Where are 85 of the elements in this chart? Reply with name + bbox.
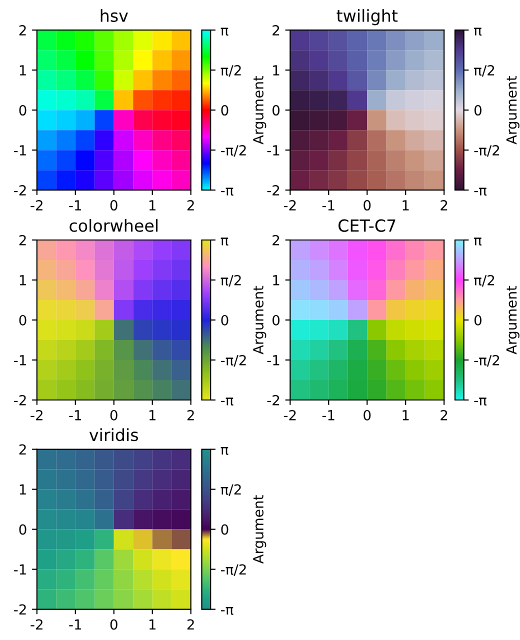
y-tick-label: 2 <box>19 234 26 246</box>
color-bar-label: π/2 <box>474 274 494 287</box>
x-tick-label: -1 <box>69 200 82 210</box>
color-bar-label: 0 <box>221 314 228 326</box>
color-bar-label: π/2 <box>474 65 494 77</box>
color-bar-label: 0 <box>221 105 228 116</box>
y-tick-label: -1 <box>14 355 26 366</box>
x-tick-label: 2 <box>187 619 194 630</box>
x-tick-label: -2 <box>30 619 42 630</box>
y-tick-label: 1 <box>273 65 280 76</box>
color-bar-label: -π <box>221 606 234 615</box>
color-bar-title: Argument <box>253 76 266 144</box>
color-bar-label: -π/2 <box>221 354 246 367</box>
color-bar-label: 0 <box>474 314 482 326</box>
y-tick-label: 1 <box>20 484 26 495</box>
y-tick-label: 1 <box>20 65 26 76</box>
color-bar-label: π <box>220 28 228 36</box>
color-bar-label: π <box>474 28 482 36</box>
x-tick-label: 2 <box>440 200 448 210</box>
x-tick-label: -1 <box>322 410 334 420</box>
y-tick-label: 0 <box>272 105 280 116</box>
y-tick-label: -1 <box>267 355 280 366</box>
x-tick-label: -2 <box>284 410 296 420</box>
y-tick-label: -1 <box>14 145 26 156</box>
x-tick-label: 1 <box>402 200 409 210</box>
x-tick-label: 2 <box>187 410 194 420</box>
x-tick-label: 0 <box>364 410 371 420</box>
color-bar-label: -π <box>221 398 234 406</box>
y-tick-label: -2 <box>14 604 26 615</box>
color-bar-title: Argument <box>506 76 520 144</box>
y-tick-label: -2 <box>267 394 280 406</box>
color-bar-title: Argument <box>253 495 266 564</box>
y-tick-label: 2 <box>272 25 280 36</box>
x-tick-label: -1 <box>69 410 82 420</box>
color-bar-label: π <box>220 446 228 455</box>
x-tick-label: 1 <box>149 410 156 420</box>
x-tick-label: -2 <box>30 410 42 420</box>
y-tick-label: 0 <box>19 314 26 326</box>
x-tick-label: 1 <box>402 410 409 420</box>
color-bar-label: -π/2 <box>474 354 500 367</box>
y-tick-label: -2 <box>267 185 280 196</box>
color-bar-label: π <box>474 238 482 246</box>
y-tick-label: 0 <box>19 105 26 116</box>
chart-title: twilight <box>336 9 398 26</box>
y-tick-label: -2 <box>14 185 26 196</box>
color-bar-label: π/2 <box>220 65 241 77</box>
x-tick-label: -1 <box>69 619 82 630</box>
y-tick-label: 2 <box>272 234 280 246</box>
y-tick-label: 2 <box>19 25 26 36</box>
y-tick-label: -1 <box>267 145 280 156</box>
color-bar-label: -π <box>474 398 487 406</box>
x-tick-label: -2 <box>284 200 296 210</box>
y-tick-label: -2 <box>14 394 26 406</box>
x-tick-label: -2 <box>30 200 42 210</box>
chart-title: CET-C7 <box>338 219 396 232</box>
color-bar-label: π/2 <box>220 274 241 287</box>
chart-title: hsv <box>100 9 128 22</box>
x-tick-label: 0 <box>110 619 118 630</box>
color-bar-label: π <box>220 238 228 246</box>
x-tick-label: 0 <box>110 200 118 211</box>
x-tick-label: 1 <box>149 619 156 630</box>
color-bar-label: -π/2 <box>221 564 246 576</box>
y-tick-label: 0 <box>272 314 280 326</box>
x-tick-label: 1 <box>149 200 156 210</box>
y-tick-label: -1 <box>14 564 26 575</box>
color-bar-label: -π/2 <box>221 145 246 157</box>
color-bar-label: 0 <box>474 105 482 116</box>
color-bar-label: 0 <box>221 524 228 535</box>
x-tick-label: 0 <box>110 410 118 420</box>
color-bar-label: -π <box>221 188 234 196</box>
x-tick-label: 0 <box>364 200 371 211</box>
color-bar-title: Argument <box>253 286 266 354</box>
x-tick-label: 2 <box>440 410 448 420</box>
color-bar-label: -π <box>474 188 487 196</box>
x-tick-label: -1 <box>322 200 334 210</box>
y-tick-label: 1 <box>20 275 26 286</box>
chart-title: viridis <box>89 428 138 442</box>
color-bar-label: -π/2 <box>474 145 500 157</box>
chart-title: colorwheel <box>70 219 158 232</box>
x-tick-label: 2 <box>187 200 194 210</box>
color-bar-label: π/2 <box>220 484 241 496</box>
y-tick-label: 0 <box>19 524 26 535</box>
y-tick-label: 1 <box>273 275 280 286</box>
y-tick-label: 2 <box>19 444 26 455</box>
color-bar-title: Argument <box>506 286 520 354</box>
